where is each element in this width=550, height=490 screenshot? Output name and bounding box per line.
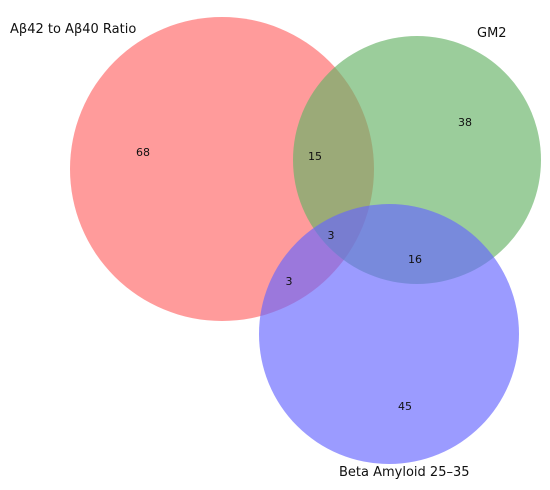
region-counts: 68 38 45 15 3 16 3 bbox=[136, 116, 472, 413]
count-all-three: 3 bbox=[328, 229, 335, 242]
count-gm2-only: 38 bbox=[458, 116, 472, 129]
circles bbox=[70, 17, 541, 464]
count-beta-amyloid-only: 45 bbox=[398, 400, 412, 413]
set-label-beta-amyloid: Beta Amyloid 25–35 bbox=[339, 465, 470, 480]
set-label-abeta-ratio: Aβ42 to Aβ40 Ratio bbox=[10, 22, 136, 37]
set-circle-beta-amyloid bbox=[259, 204, 519, 464]
set-label-gm2: GM2 bbox=[477, 26, 507, 41]
set-labels: Aβ42 to Aβ40 Ratio GM2 Beta Amyloid 25–3… bbox=[10, 22, 507, 480]
count-abeta-ratio-beta-amyloid: 3 bbox=[286, 275, 293, 288]
count-abeta-ratio-gm2: 15 bbox=[308, 150, 322, 163]
count-abeta-ratio-only: 68 bbox=[136, 146, 150, 159]
count-gm2-beta-amyloid: 16 bbox=[408, 253, 422, 266]
